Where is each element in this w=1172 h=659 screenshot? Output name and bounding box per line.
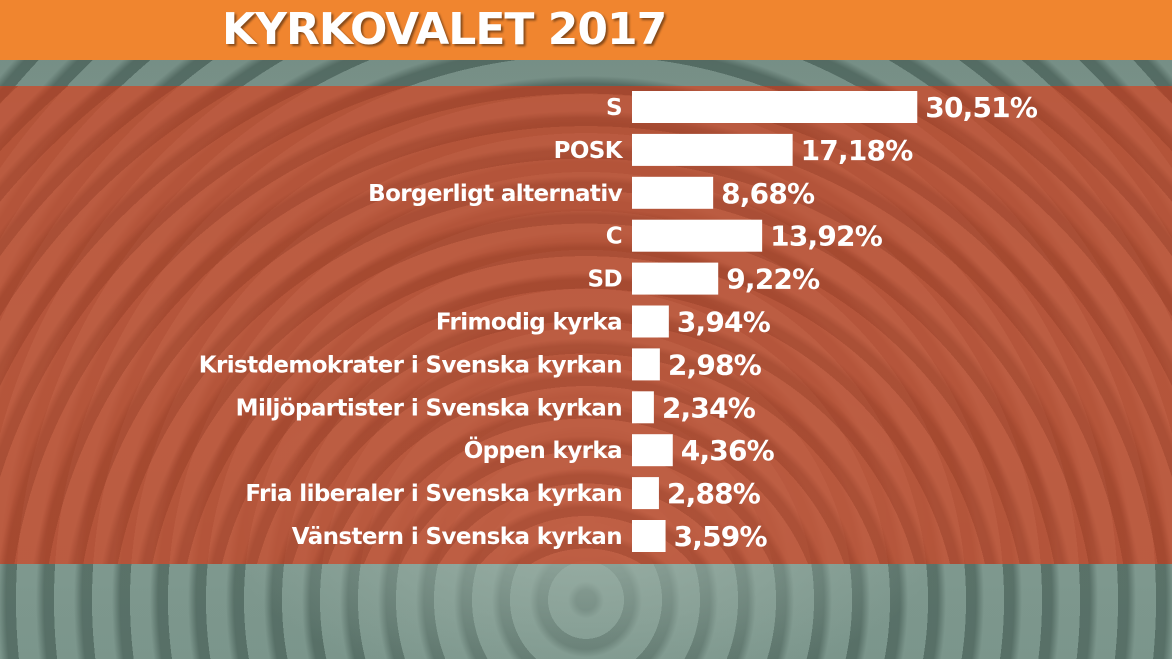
category-label: Kristdemokrater i Svenska kyrkan [199, 352, 622, 378]
bar [632, 219, 763, 252]
title-bar: KYRKOVALET 2017 [0, 0, 1172, 60]
bar [632, 348, 660, 381]
value-label: 4,36% [681, 434, 775, 467]
bar [632, 434, 673, 467]
chart-panel [0, 86, 1172, 564]
bar [632, 305, 669, 338]
value-label: 30,51% [925, 91, 1038, 124]
category-label: Öppen kyrka [464, 436, 622, 464]
bar [632, 477, 659, 510]
category-label: Borgerligt alternativ [368, 181, 622, 207]
bar [632, 391, 654, 424]
value-label: 2,88% [667, 477, 761, 510]
category-label: Vänstern i Svenska kyrkan [292, 524, 622, 550]
value-label: 17,18% [801, 134, 914, 167]
bar [632, 262, 719, 295]
category-label: C [606, 224, 622, 250]
category-label: Frimodig kyrka [436, 310, 622, 336]
value-label: 13,92% [770, 220, 883, 253]
bar [632, 133, 793, 166]
page-title: KYRKOVALET 2017 [222, 4, 667, 55]
category-label: SD [588, 267, 622, 293]
chart-panel-texture [0, 86, 1172, 564]
value-label: 2,34% [662, 391, 756, 424]
value-label: 3,94% [677, 306, 771, 339]
value-label: 2,98% [668, 348, 762, 381]
bar [632, 176, 714, 209]
category-label: POSK [554, 138, 624, 164]
value-label: 3,59% [674, 520, 768, 553]
category-label: Miljöpartister i Svenska kyrkan [236, 395, 622, 421]
category-label: Fria liberaler i Svenska kyrkan [245, 481, 622, 507]
value-label: 8,68% [721, 177, 815, 210]
category-label: S [606, 95, 622, 121]
value-label: 9,22% [726, 263, 820, 296]
bar [632, 520, 666, 552]
bar [632, 91, 918, 123]
